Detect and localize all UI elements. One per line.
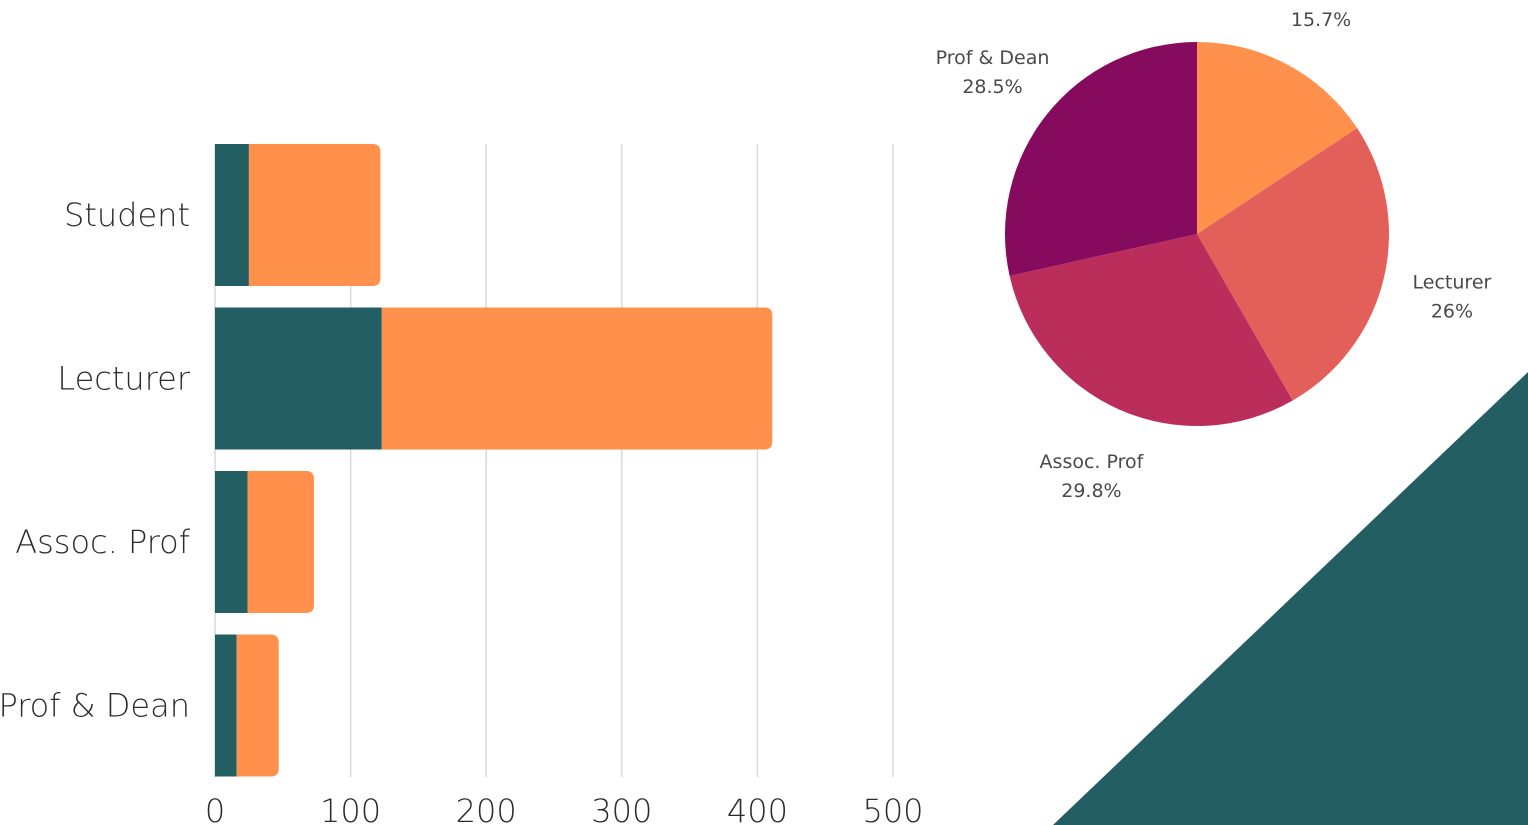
x-tick-label-200: 200 <box>456 792 517 825</box>
bar-assoc-prof-segment-2 <box>247 471 314 613</box>
corner-decoration <box>1053 372 1528 825</box>
bar-assoc-prof-segment-1 <box>215 471 248 613</box>
bar-student-segment-2 <box>248 144 381 286</box>
x-tick-label-500: 500 <box>862 792 923 825</box>
pie-label-prof-dean: Prof & Dean <box>936 47 1050 69</box>
pie-pct-student: 15.7% <box>1291 9 1351 31</box>
pie-chart-labels: Student 15.7% Lecturer 26% Assoc. Prof 29.8% P… <box>936 0 1492 502</box>
bar-lecturer-segment-2 <box>381 307 773 450</box>
pie-chart <box>1005 42 1389 427</box>
bar-chart-bars <box>215 144 773 777</box>
bar-prof-dean-segment-2 <box>236 634 279 777</box>
pie-pct-prof-dean: 28.5% <box>962 76 1022 98</box>
pie-slice-lecturer <box>1197 128 1389 401</box>
category-label-student: Student <box>64 196 190 234</box>
bar-chart-category-labels: Student Lecturer Assoc. Prof Prof & Dean <box>0 196 191 725</box>
bar-prof-dean-segment-1 <box>215 634 237 777</box>
category-label-assoc-prof: Assoc. Prof <box>15 523 191 561</box>
pie-label-student: Student <box>1284 0 1359 2</box>
pie-slice-prof-dean <box>1005 42 1197 276</box>
x-tick-label-100: 100 <box>320 792 381 825</box>
pie-pct-lecturer: 26% <box>1431 300 1473 322</box>
x-tick-label-300: 300 <box>591 792 652 825</box>
pie-slice-assoc-prof <box>1009 234 1293 427</box>
pie-label-lecturer: Lecturer <box>1413 271 1492 293</box>
x-tick-label-0: 0 <box>205 792 225 825</box>
bar-student-segment-1 <box>215 144 249 286</box>
category-label-prof-dean: Prof & Dean <box>0 687 190 725</box>
bar-chart-axis: 0 100 200 300 400 500 <box>205 792 924 825</box>
pie-label-assoc-prof: Assoc. Prof <box>1040 451 1145 473</box>
category-label-lecturer: Lecturer <box>57 360 191 398</box>
pie-slice-student <box>1197 42 1358 234</box>
bar-lecturer-segment-1 <box>215 307 382 450</box>
x-tick-label-400: 400 <box>727 792 788 825</box>
pie-pct-assoc-prof: 29.8% <box>1061 480 1121 502</box>
